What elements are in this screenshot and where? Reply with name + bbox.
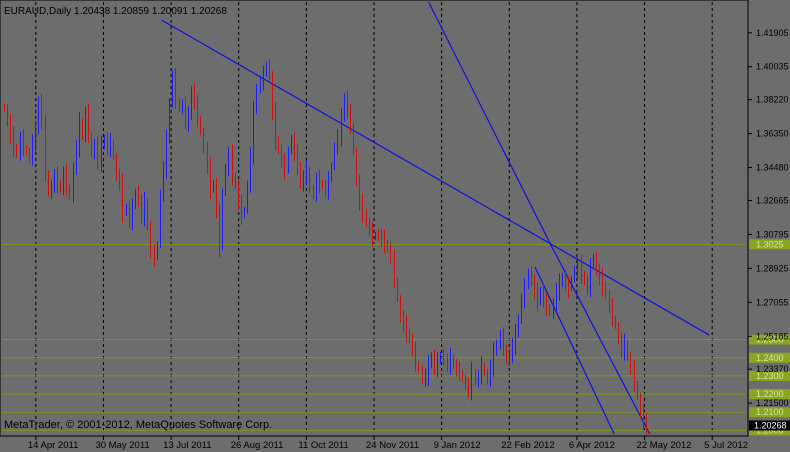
- x-tick-label: 24 Nov 2011: [366, 440, 419, 451]
- current-price-box: [749, 420, 790, 431]
- level-label: 1.2100: [756, 407, 784, 417]
- y-tick-label: 1.23370: [756, 364, 789, 374]
- x-tick-label: 9 Jan 2012: [434, 440, 481, 451]
- current-price-label: 1.20268: [754, 421, 787, 431]
- x-tick-label: 14 Apr 2011: [28, 440, 79, 451]
- chart-header: EURAUD,Daily 1.20438 1.20859 1.20091 1.2…: [4, 6, 227, 17]
- price-axis: 1.41905 1.40035 1.38220 1.36350 1.34480 1.326…: [748, 28, 790, 431]
- y-tick-label: 1.25185: [756, 331, 789, 341]
- trend-line: [161, 19, 710, 336]
- y-tick-label: 1.28925: [756, 263, 789, 273]
- grid-lines: [35, 2, 713, 434]
- level-label: 1.2200: [756, 389, 784, 399]
- y-tick-label: 1.36350: [756, 129, 789, 139]
- y-tick-label: 1.40035: [756, 62, 789, 72]
- level-label: 1.2300: [756, 371, 784, 381]
- x-tick-label: 22 Feb 2012: [501, 440, 554, 451]
- level-label-box: [749, 370, 790, 381]
- x-tick-label: 5 Jul 2012: [704, 440, 748, 451]
- time-axis: 14 Apr 2011 30 May 2011 13 Jul 2011 26 Aug …: [28, 436, 748, 451]
- level-label: 1.2400: [756, 353, 784, 363]
- x-tick-label: 26 Aug 2011: [231, 440, 284, 451]
- level-label-box: [749, 407, 790, 418]
- level-label-box: [749, 239, 790, 250]
- y-tick-label: 1.38220: [756, 95, 789, 105]
- trend-line: [428, 1, 552, 245]
- y-tick-label: 1.41905: [756, 28, 789, 38]
- y-tick-label: 1.32665: [756, 195, 789, 205]
- y-tick-label: 1.21500: [756, 398, 789, 408]
- x-tick-label: 30 May 2011: [95, 440, 149, 451]
- level-label-box: [749, 352, 790, 363]
- level-label-box: [749, 389, 790, 400]
- level-label-box: [749, 334, 790, 345]
- y-tick-label: 1.34480: [756, 163, 789, 173]
- x-tick-label: 6 Apr 2012: [569, 440, 615, 451]
- x-tick-label: 13 Jul 2011: [163, 440, 211, 451]
- trend-lines: [161, 1, 710, 435]
- level-label: 1.2500: [756, 335, 784, 345]
- y-tick-label: 1.30795: [756, 229, 789, 239]
- x-tick-label: 22 May 2012: [637, 440, 692, 451]
- trend-line: [534, 266, 615, 435]
- trend-line: [550, 244, 651, 435]
- level-label: 1.3025: [756, 239, 784, 249]
- price-bars: [4, 58, 647, 435]
- copyright-label: MetaTrader, © 2001-2012, MetaQuotes Soft…: [4, 419, 272, 431]
- x-tick-label: 11 Oct 2011: [298, 440, 348, 451]
- y-tick-label: 1.27055: [756, 297, 789, 307]
